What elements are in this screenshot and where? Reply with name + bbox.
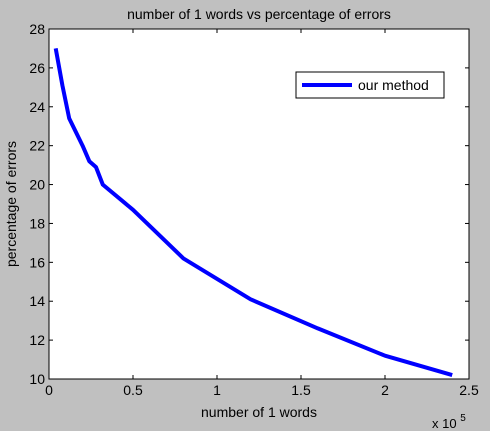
- y-tick-label: 20: [29, 177, 45, 193]
- y-tick-label: 14: [29, 293, 45, 309]
- x-exponent-base: x 10: [432, 416, 457, 431]
- y-tick-label: 16: [29, 254, 45, 270]
- x-exponent-power: 5: [460, 413, 466, 424]
- y-tick-label: 24: [29, 99, 45, 115]
- y-tick-label: 10: [29, 371, 45, 387]
- y-tick-label: 18: [29, 215, 45, 231]
- legend: our method: [295, 71, 445, 99]
- y-tick-label: 22: [29, 138, 45, 154]
- y-tick-label: 26: [29, 60, 45, 76]
- x-tick-label: 0: [45, 382, 53, 398]
- series-layer: [53, 48, 453, 378]
- y-axis-ticks: 10 12 14 16 18 20 22 24 26 28: [29, 21, 469, 387]
- x-tick-label: 2: [381, 382, 389, 398]
- chart-title: number of 1 words vs percentage of error…: [127, 6, 391, 22]
- x-axis-label: number of 1 words: [201, 404, 317, 420]
- x-tick-label: 2.5: [459, 382, 479, 398]
- x-exponent-label: x 10 5: [432, 413, 466, 431]
- y-tick-label: 28: [29, 21, 45, 37]
- x-axis-ticks: 0 0.5 1 1.5 2 2.5: [45, 29, 479, 398]
- x-tick-label: 1.5: [291, 382, 311, 398]
- y-axis-label: percentage of errors: [3, 141, 19, 267]
- x-tick-label: 1: [213, 382, 221, 398]
- y-tick-label: 12: [29, 332, 45, 348]
- x-tick-label: 0.5: [123, 382, 143, 398]
- series-line-our-method: [53, 48, 453, 378]
- legend-label: our method: [358, 77, 429, 93]
